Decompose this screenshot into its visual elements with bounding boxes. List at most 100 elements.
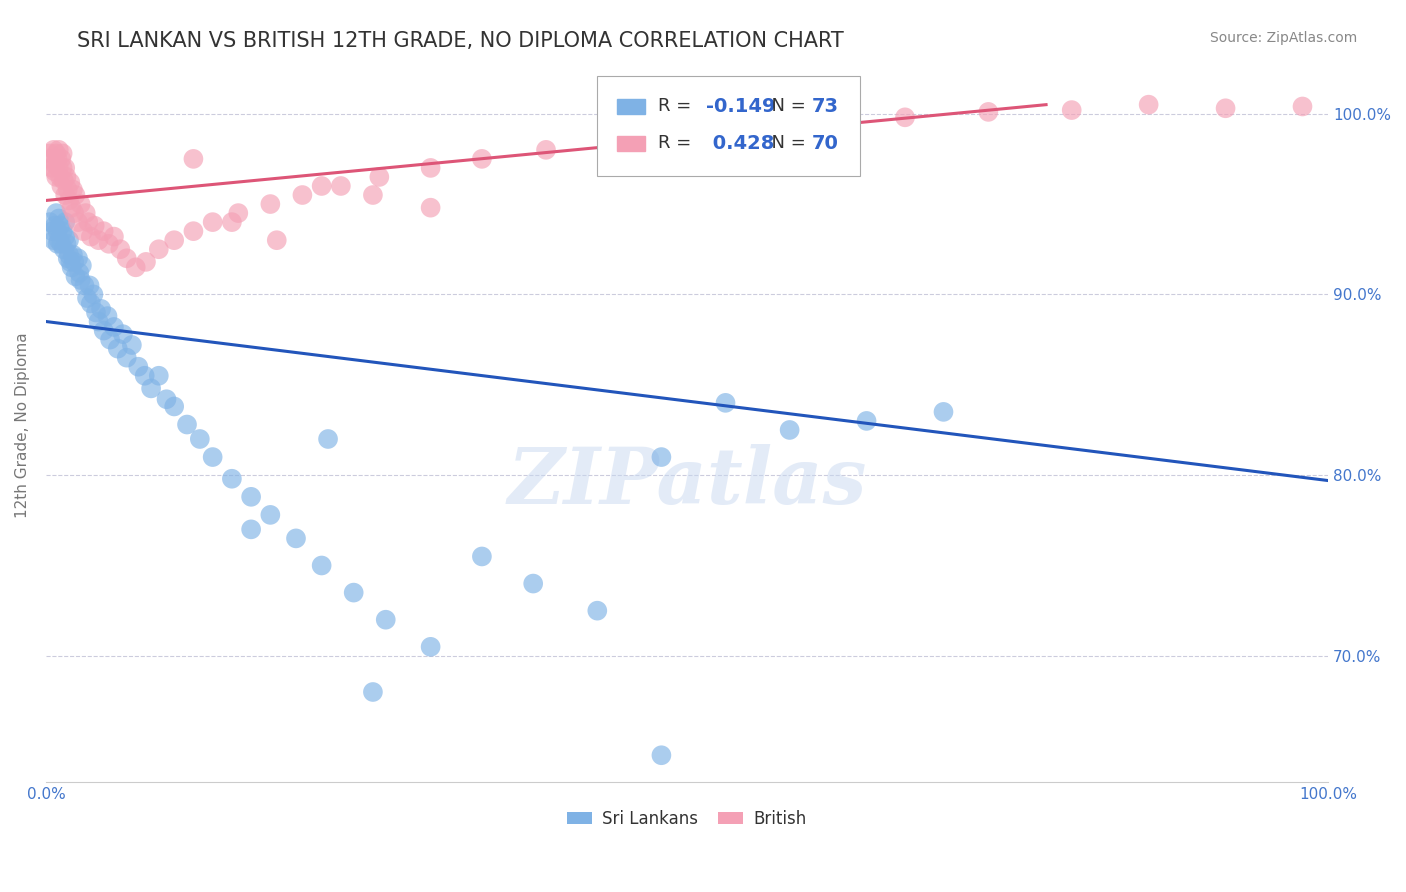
- Point: [59, 255, 82, 269]
- Point: [69, 197, 91, 211]
- Text: 0.428: 0.428: [706, 134, 775, 153]
- Point: [311, 558, 333, 573]
- Point: [148, 368, 170, 383]
- Point: [176, 417, 198, 432]
- Point: [58, 247, 80, 261]
- Point: [110, 242, 132, 256]
- Point: [471, 152, 494, 166]
- Point: [311, 179, 333, 194]
- Point: [361, 685, 384, 699]
- Point: [650, 748, 672, 763]
- Point: [817, 116, 839, 130]
- FancyBboxPatch shape: [617, 98, 645, 114]
- Point: [714, 396, 737, 410]
- Text: ZIPatlas: ZIPatlas: [508, 444, 866, 521]
- Point: [259, 508, 281, 522]
- Point: [73, 278, 96, 293]
- Point: [42, 143, 65, 157]
- Point: [76, 291, 98, 305]
- Point: [46, 224, 69, 238]
- Point: [855, 414, 877, 428]
- Legend: Sri Lankans, British: Sri Lankans, British: [561, 804, 813, 835]
- Point: [134, 368, 156, 383]
- Point: [44, 157, 66, 171]
- Point: [96, 309, 118, 323]
- Point: [51, 236, 73, 251]
- Point: [48, 161, 70, 175]
- Point: [55, 236, 77, 251]
- Point: [115, 252, 138, 266]
- Point: [49, 219, 72, 233]
- Point: [52, 224, 75, 238]
- Point: [977, 104, 1000, 119]
- Point: [83, 219, 105, 233]
- Point: [107, 342, 129, 356]
- Point: [201, 450, 224, 464]
- Point: [599, 134, 621, 148]
- Point: [58, 194, 80, 208]
- Point: [103, 320, 125, 334]
- Text: -0.149: -0.149: [706, 97, 776, 116]
- Point: [60, 260, 83, 275]
- Point: [155, 392, 177, 407]
- Point: [80, 229, 103, 244]
- Point: [69, 273, 91, 287]
- Point: [45, 146, 67, 161]
- Point: [77, 215, 100, 229]
- Text: SRI LANKAN VS BRITISH 12TH GRADE, NO DIPLOMA CORRELATION CHART: SRI LANKAN VS BRITISH 12TH GRADE, NO DIP…: [77, 31, 844, 51]
- Point: [419, 640, 441, 654]
- Point: [121, 338, 143, 352]
- Point: [779, 423, 801, 437]
- Point: [240, 522, 263, 536]
- Text: 70: 70: [811, 134, 838, 153]
- Point: [894, 111, 917, 125]
- Point: [60, 201, 83, 215]
- Point: [90, 301, 112, 316]
- Point: [53, 229, 76, 244]
- Point: [42, 233, 65, 247]
- Point: [240, 490, 263, 504]
- Point: [98, 333, 121, 347]
- Point: [53, 161, 76, 175]
- Point: [45, 169, 67, 184]
- Point: [1291, 99, 1313, 113]
- Point: [41, 161, 63, 175]
- Point: [361, 188, 384, 202]
- Point: [44, 164, 66, 178]
- Point: [62, 247, 84, 261]
- Point: [56, 252, 79, 266]
- Point: [221, 215, 243, 229]
- Point: [127, 359, 149, 374]
- Point: [201, 215, 224, 229]
- Point: [163, 400, 186, 414]
- Point: [266, 233, 288, 247]
- Point: [316, 432, 339, 446]
- Text: N =: N =: [761, 97, 811, 115]
- Point: [285, 532, 308, 546]
- Point: [75, 206, 97, 220]
- Point: [115, 351, 138, 365]
- Point: [80, 296, 103, 310]
- FancyBboxPatch shape: [617, 136, 645, 152]
- Point: [52, 146, 75, 161]
- Point: [66, 252, 89, 266]
- Point: [46, 152, 69, 166]
- FancyBboxPatch shape: [598, 76, 860, 176]
- Point: [740, 121, 762, 136]
- Point: [163, 233, 186, 247]
- Point: [63, 206, 86, 220]
- Point: [65, 269, 87, 284]
- Point: [471, 549, 494, 564]
- Point: [63, 255, 86, 269]
- Point: [56, 183, 79, 197]
- Point: [183, 224, 205, 238]
- Point: [586, 604, 609, 618]
- Text: 73: 73: [811, 97, 838, 116]
- Point: [932, 405, 955, 419]
- Point: [48, 143, 70, 157]
- Point: [259, 197, 281, 211]
- Point: [51, 179, 73, 194]
- Point: [72, 224, 94, 238]
- Point: [93, 224, 115, 238]
- Point: [44, 219, 66, 233]
